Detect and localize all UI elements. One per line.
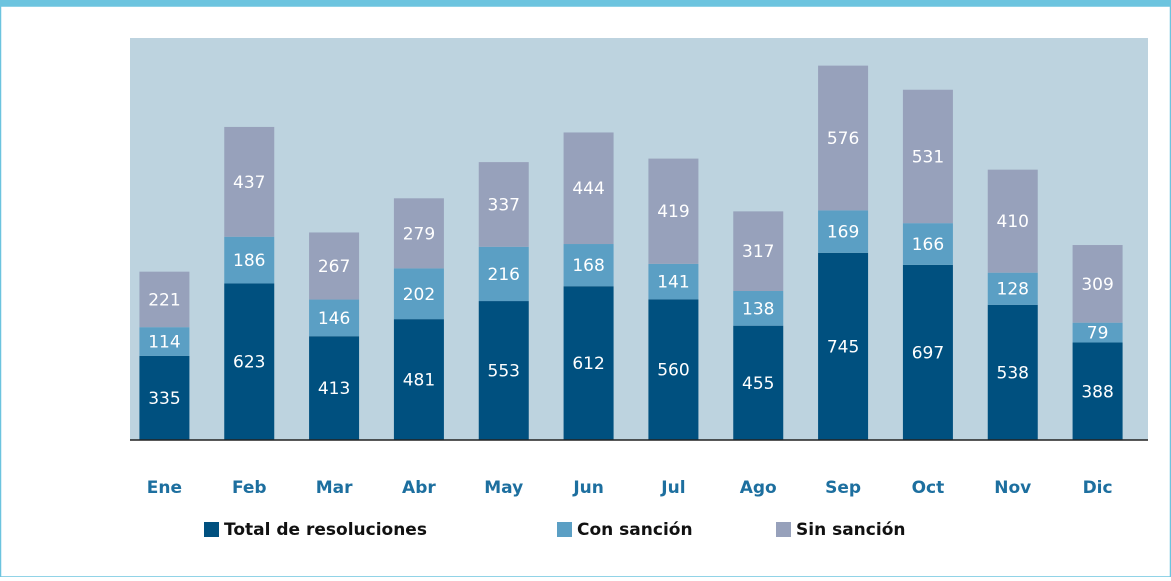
data-label: 279: [403, 224, 435, 244]
x-tick-label: Dic: [1083, 478, 1113, 498]
bar-segment: [733, 211, 784, 292]
data-label: 168: [572, 256, 604, 276]
x-tick-label: Jul: [660, 478, 685, 498]
data-label: 697: [912, 343, 944, 363]
bar-segment: [902, 264, 953, 440]
data-label: 221: [148, 290, 180, 310]
data-label: 419: [657, 202, 689, 222]
x-tick-label: Oct: [912, 478, 945, 498]
bar-segment: [987, 272, 1038, 305]
bar-segment: [393, 319, 444, 440]
data-label: 186: [233, 251, 265, 271]
data-label: 413: [318, 379, 350, 399]
bar-segment: [987, 304, 1038, 440]
bar-segment: [902, 89, 953, 224]
data-label: 481: [403, 371, 435, 391]
data-label: 114: [148, 333, 180, 353]
top-border: [0, 0, 1171, 6]
bar-segment: [733, 291, 784, 326]
data-label: 623: [233, 353, 265, 373]
bar-segment: [818, 210, 869, 253]
plot-area: [130, 38, 1148, 440]
x-tick-label: May: [484, 478, 523, 498]
data-label: 612: [572, 354, 604, 374]
data-label: 388: [1081, 382, 1113, 402]
bar-segment: [563, 286, 614, 440]
bar-segment: [478, 246, 529, 302]
data-label: 576: [827, 129, 859, 149]
data-label: 267: [318, 257, 350, 277]
x-tick-label: Mar: [316, 478, 353, 498]
bar-segment: [818, 252, 869, 440]
data-label: 128: [997, 280, 1029, 300]
data-label: 410: [997, 212, 1029, 232]
data-label: 79: [1087, 324, 1109, 344]
bar-segment: [139, 355, 190, 440]
x-tick-label: Feb: [232, 478, 267, 498]
bar-segment: [139, 271, 190, 328]
x-tick-label: Sep: [825, 478, 861, 498]
data-label: 216: [488, 265, 520, 285]
legend-swatch: [204, 522, 219, 537]
bar-segment: [224, 236, 275, 284]
data-label: 538: [997, 363, 1029, 383]
data-label: 553: [488, 362, 520, 382]
bar-segment: [648, 299, 699, 440]
bar-segment: [1072, 322, 1123, 343]
bar-segment: [1072, 342, 1123, 440]
bar-segment: [309, 232, 360, 300]
bar-segment: [478, 162, 529, 247]
bar-segment: [818, 65, 869, 211]
bar-segment: [648, 263, 699, 300]
bar-segment: [309, 299, 360, 337]
x-tick-label: Ago: [740, 478, 777, 498]
data-label: 745: [827, 337, 859, 357]
data-label: 337: [488, 195, 520, 215]
bar-segment: [224, 283, 275, 440]
data-label: 317: [742, 242, 774, 262]
bar-segment: [393, 268, 444, 320]
bar-segment: [563, 132, 614, 245]
data-label: 335: [148, 389, 180, 409]
x-tick-label: Abr: [402, 478, 436, 498]
data-label: 146: [318, 309, 350, 329]
data-label: 166: [912, 235, 944, 255]
data-label: 560: [657, 361, 689, 381]
data-label: 437: [233, 173, 265, 193]
legend-label: Con sanción: [577, 520, 693, 540]
legend-swatch: [557, 522, 572, 537]
legend-swatch: [776, 522, 791, 537]
data-label: 202: [403, 285, 435, 305]
data-label: 169: [827, 223, 859, 243]
legend-label: Sin sanción: [796, 520, 905, 540]
legend-label: Total de resoluciones: [224, 520, 427, 540]
bar-segment: [139, 327, 190, 356]
bar-segment: [902, 223, 953, 265]
data-label: 444: [572, 179, 604, 199]
bar-segment: [478, 301, 529, 440]
x-tick-label: Ene: [147, 478, 182, 498]
bar-segment: [1072, 245, 1123, 323]
data-label: 309: [1081, 275, 1113, 295]
data-label: 141: [657, 273, 689, 293]
bar-segment: [563, 244, 614, 287]
bar-segment: [309, 336, 360, 440]
bar-segment: [733, 325, 784, 440]
bar-segment: [393, 198, 444, 269]
data-label: 531: [912, 147, 944, 167]
bar-segment: [224, 126, 275, 237]
bar-segment: [648, 158, 699, 264]
x-tick-label: Jun: [572, 478, 604, 498]
x-tick-label: Nov: [994, 478, 1031, 498]
data-label: 455: [742, 374, 774, 394]
data-label: 138: [742, 299, 774, 319]
bar-segment: [987, 169, 1038, 273]
